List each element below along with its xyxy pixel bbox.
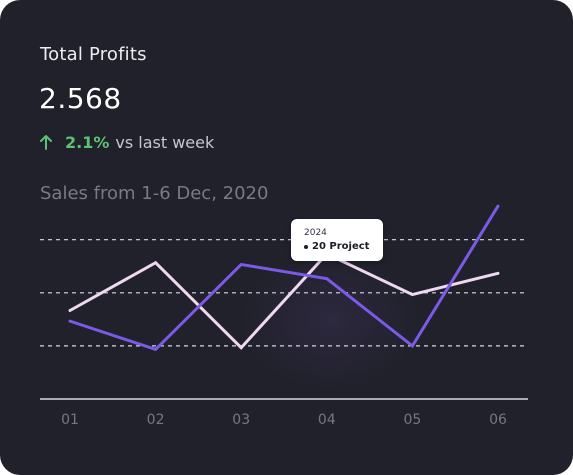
- x-tick-label: 04: [318, 412, 336, 428]
- tooltip-dot: [304, 244, 308, 249]
- tooltip-label: 20 Project: [312, 241, 370, 252]
- series-line-purple: [68, 204, 500, 352]
- chart-tooltip: 2024 20 Project: [291, 219, 383, 261]
- x-tick-label: 01: [61, 412, 79, 428]
- tooltip-label-row: 20 Project: [304, 241, 369, 252]
- change-percent: 2.1%: [65, 132, 110, 152]
- x-tick-label: 02: [147, 412, 165, 428]
- x-tick-label: 06: [489, 412, 507, 428]
- change-indicator: 2.1% vs last week: [38, 131, 214, 153]
- x-tick-label: 05: [403, 412, 421, 428]
- arrow-up-icon: [40, 135, 52, 150]
- card-title: Total Profits: [40, 44, 147, 65]
- chart-subtitle: Sales from 1-6 Dec, 2020: [40, 183, 269, 204]
- total-profits-value: 2.568: [39, 82, 122, 115]
- change-suffix: vs last week: [115, 132, 215, 152]
- tooltip-year: 2024: [304, 228, 327, 238]
- x-tick-label: 03: [232, 412, 250, 428]
- series-line-light: [68, 252, 500, 350]
